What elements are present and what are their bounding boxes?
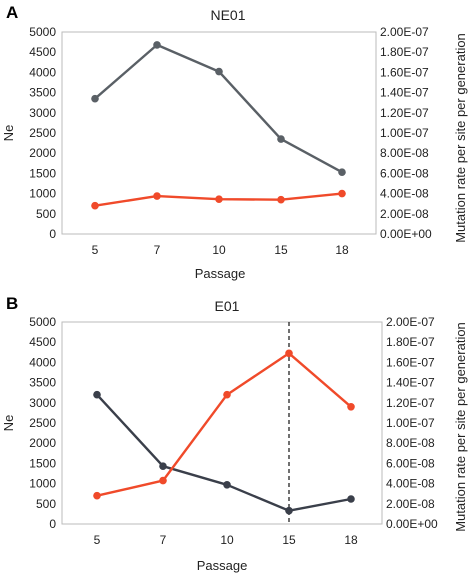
y2-tick-label: 1.40E-07 xyxy=(386,376,435,390)
y2-tick-label: 1.20E-07 xyxy=(380,106,429,120)
y2-tick-label: 2.00E-08 xyxy=(386,497,435,511)
x-tick-label: 15 xyxy=(282,533,296,547)
series-group-b xyxy=(93,349,355,515)
panel-letter-b: B xyxy=(6,294,18,313)
data-point-left xyxy=(338,168,346,176)
y-tick-label: 0 xyxy=(49,227,56,241)
data-point-right xyxy=(277,195,285,204)
x-ticks-a: 5 7 10 15 18 xyxy=(92,243,349,257)
data-point-left xyxy=(215,67,223,76)
panel-letter-a: A xyxy=(6,3,18,22)
y2-tick-label: 6.00E-08 xyxy=(386,456,435,470)
data-point-left xyxy=(159,462,167,470)
chart-title-a: NE01 xyxy=(210,7,245,23)
data-point-right xyxy=(91,201,99,210)
y-tick-label: 500 xyxy=(36,497,56,511)
y2-tick-label: 1.80E-07 xyxy=(386,335,435,349)
x-tick-label: 7 xyxy=(160,533,167,547)
y2-tick-label: 2.00E-07 xyxy=(380,25,429,39)
data-point-right xyxy=(338,189,346,198)
x-axis-title-a: Passage xyxy=(195,266,246,281)
y2-tick-label: 6.00E-08 xyxy=(380,166,429,180)
data-point-right xyxy=(285,349,293,358)
right-ticks-a: 0.00E+00 2.00E-08 4.00E-08 6.00E-08 8.00E-08… xyxy=(380,25,432,241)
y2-tick-label: 1.40E-07 xyxy=(380,86,429,100)
y2-axis-title-b: Mutation rate per site per generation xyxy=(453,322,468,532)
y2-tick-label: 8.00E-08 xyxy=(380,146,429,160)
data-point-left xyxy=(91,94,99,103)
y-tick-label: 2000 xyxy=(29,436,56,450)
y2-tick-label: 0.00E+00 xyxy=(386,517,438,531)
y2-tick-label: 1.60E-07 xyxy=(386,355,435,369)
x-ticks-b: 5 7 10 15 18 xyxy=(94,533,358,547)
data-point-left xyxy=(277,135,285,143)
y-tick-label: 3000 xyxy=(29,396,56,410)
y2-tick-label: 1.00E-07 xyxy=(386,416,435,430)
chart-panel-a: A NE01 0 500 1000 1500 2000 2500 3000 3500 4000 4… xyxy=(1,3,468,281)
x-tick-label: 15 xyxy=(274,243,288,257)
data-point-left xyxy=(223,481,231,489)
y-tick-label: 0 xyxy=(49,517,56,531)
x-tick-label: 5 xyxy=(94,533,101,547)
y2-tick-label: 8.00E-08 xyxy=(386,436,435,450)
data-point-left xyxy=(93,390,101,399)
y-tick-label: 3500 xyxy=(29,86,56,100)
plot-frame-b xyxy=(61,321,383,525)
x-tick-label: 18 xyxy=(335,243,349,257)
x-tick-label: 10 xyxy=(212,243,226,257)
y-tick-label: 1500 xyxy=(29,456,56,470)
x-tick-label: 7 xyxy=(154,243,161,257)
y2-axis-title-a: Mutation rate per site per generation xyxy=(453,33,468,243)
data-point-left xyxy=(347,495,355,503)
data-point-right xyxy=(93,491,101,500)
data-point-right xyxy=(223,390,231,399)
y2-tick-label: 1.60E-07 xyxy=(380,65,429,79)
y-axis-title-b: Ne xyxy=(1,415,16,432)
data-point-right xyxy=(159,476,167,485)
y-tick-label: 4000 xyxy=(29,65,56,79)
y2-tick-label: 1.00E-07 xyxy=(380,126,429,140)
y-tick-label: 5000 xyxy=(29,315,56,329)
series-group-a xyxy=(91,41,346,210)
x-tick-label: 10 xyxy=(220,533,234,547)
plot-frame-a xyxy=(61,31,377,235)
y-tick-label: 3500 xyxy=(29,376,56,390)
y-axis-title-a: Ne xyxy=(1,125,16,142)
series-line-left xyxy=(96,393,352,512)
y-tick-label: 3000 xyxy=(29,106,56,120)
chart-panel-b: B E01 0 500 1000 1500 2000 2500 3000 3500 4000 45… xyxy=(1,294,468,573)
series-line-left xyxy=(94,43,343,174)
right-ticks-b: 0.00E+00 2.00E-08 4.00E-08 6.00E-08 8.00E-08… xyxy=(386,315,438,531)
data-point-right xyxy=(347,403,355,411)
y-tick-label: 4500 xyxy=(29,45,56,59)
y2-tick-label: 1.20E-07 xyxy=(386,396,435,410)
y-tick-label: 1500 xyxy=(29,166,56,180)
y-tick-label: 500 xyxy=(36,207,56,221)
y2-tick-label: 4.00E-08 xyxy=(386,477,435,491)
x-axis-title-b: Passage xyxy=(197,558,248,573)
left-ticks-a: 0 500 1000 1500 2000 2500 3000 3500 4000 4500 5000 xyxy=(29,25,56,241)
series-line-right xyxy=(96,352,352,497)
y-tick-label: 4000 xyxy=(29,355,56,369)
y2-tick-label: 1.80E-07 xyxy=(380,45,429,59)
y-tick-label: 5000 xyxy=(29,25,56,39)
data-point-right xyxy=(153,192,161,200)
y-tick-label: 4500 xyxy=(29,335,56,349)
data-point-left xyxy=(153,41,161,49)
x-tick-label: 5 xyxy=(92,243,99,257)
y-tick-label: 2500 xyxy=(29,416,56,430)
y-tick-label: 2500 xyxy=(29,126,56,140)
y-tick-label: 1000 xyxy=(29,477,56,491)
y2-tick-label: 4.00E-08 xyxy=(380,187,429,201)
chart-title-b: E01 xyxy=(215,298,240,314)
data-point-left xyxy=(285,506,293,515)
y2-tick-label: 2.00E-08 xyxy=(380,207,429,221)
data-point-right xyxy=(215,195,223,203)
y-tick-label: 2000 xyxy=(29,146,56,160)
left-ticks-b: 0 500 1000 1500 2000 2500 3000 3500 4000 4500 5000 xyxy=(29,315,56,531)
y2-tick-label: 2.00E-07 xyxy=(386,315,435,329)
x-tick-label: 18 xyxy=(344,533,358,547)
y2-tick-label: 0.00E+00 xyxy=(380,227,432,241)
y-tick-label: 1000 xyxy=(29,187,56,201)
